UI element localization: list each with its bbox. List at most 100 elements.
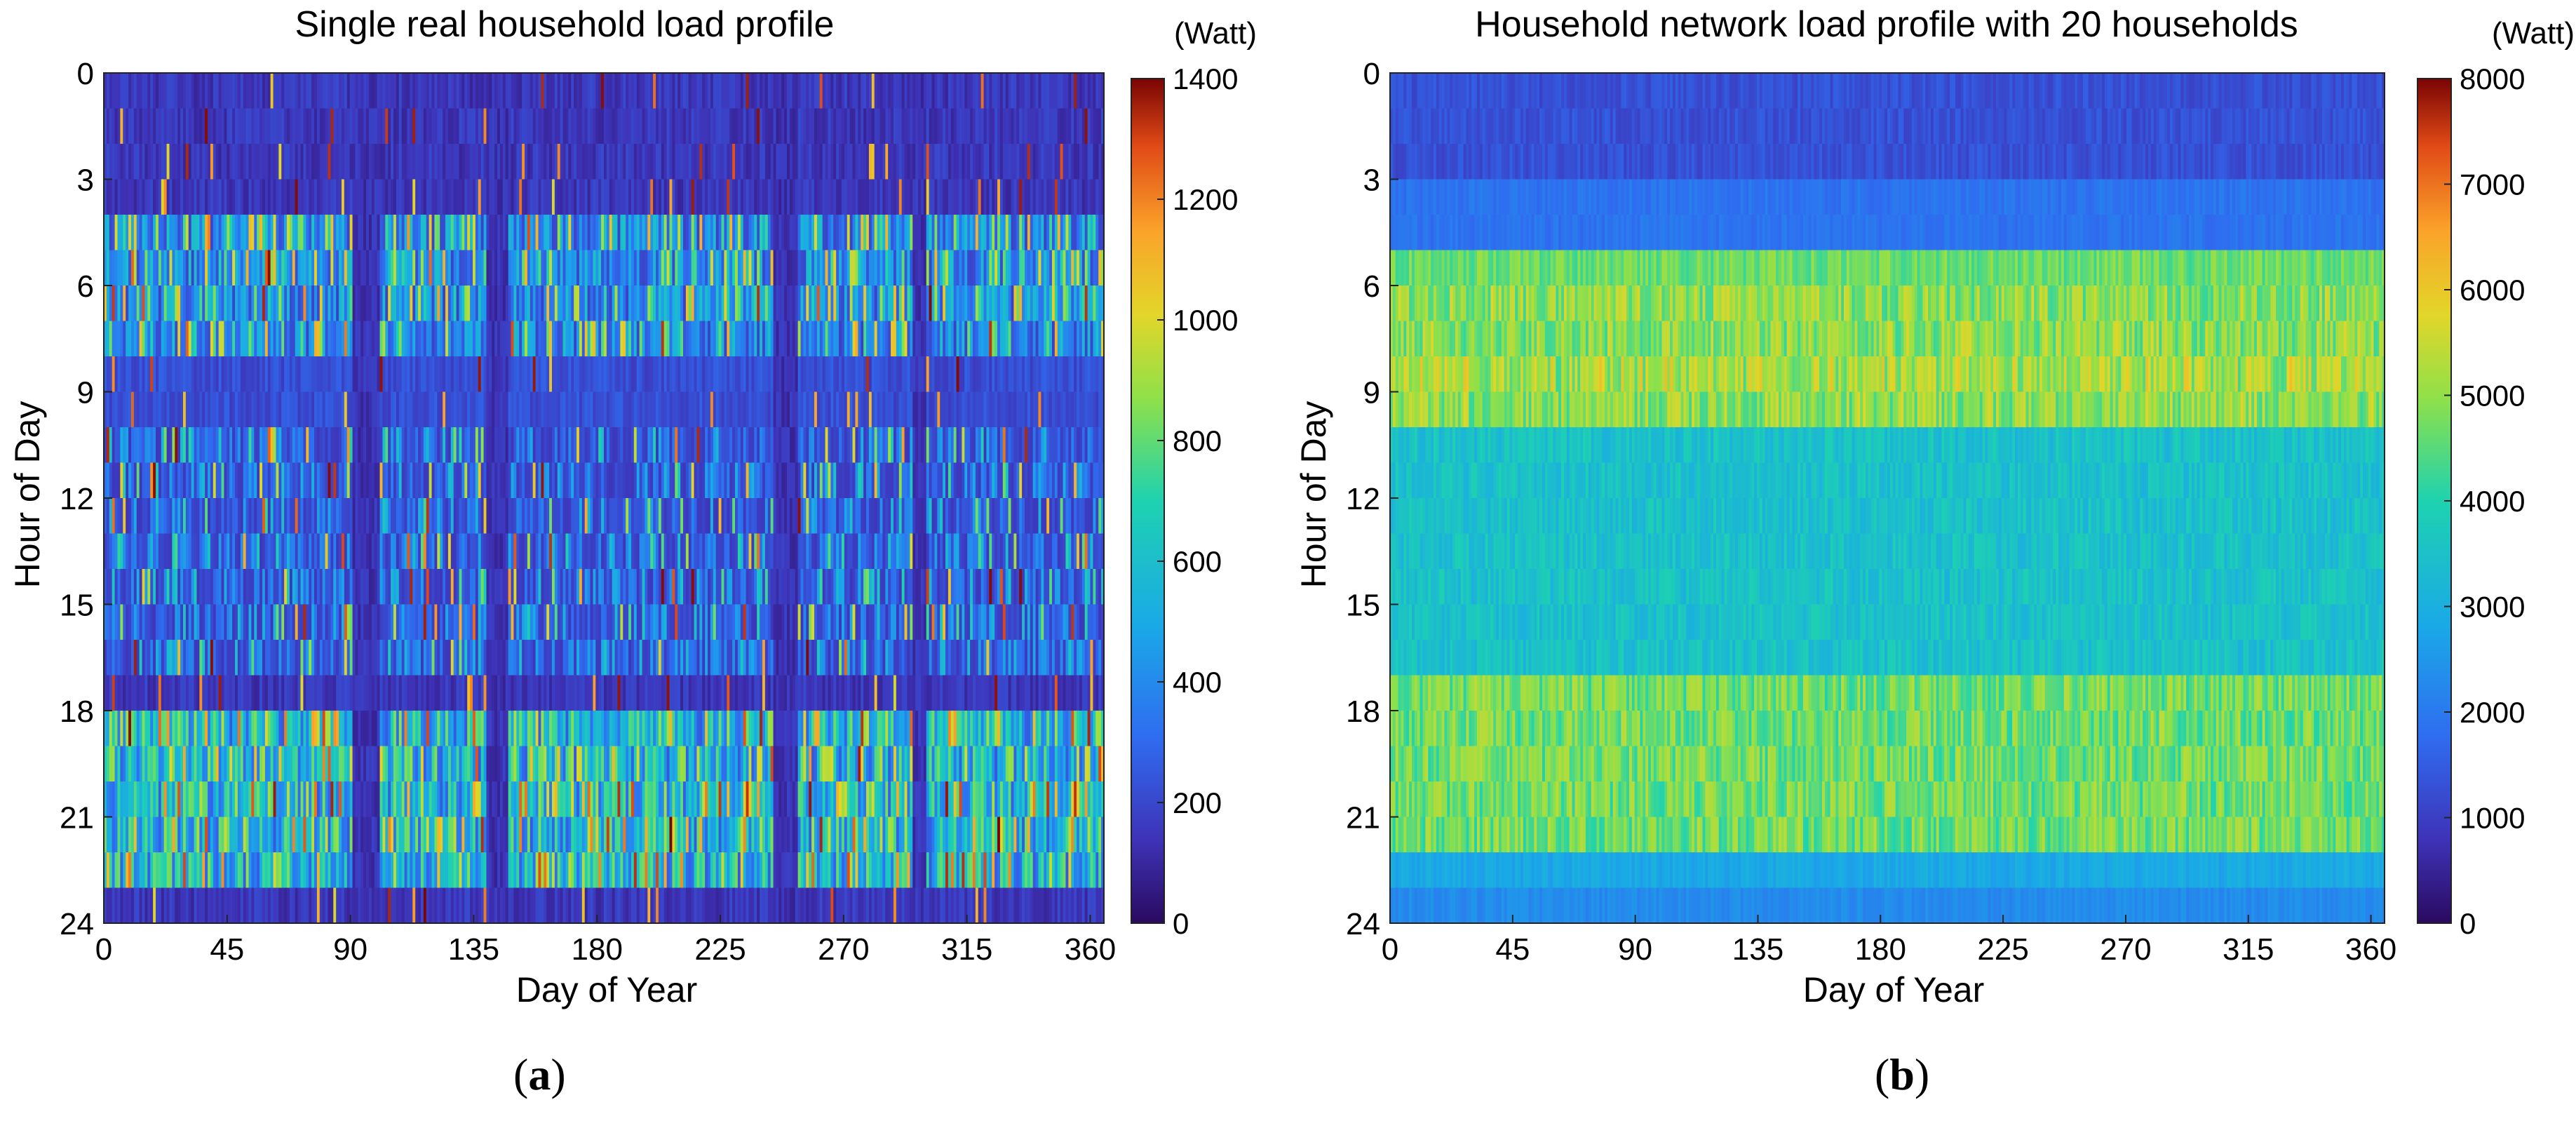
heatmap-cell <box>626 817 629 853</box>
heatmap-cell <box>213 817 217 853</box>
heatmap-cell <box>544 711 547 747</box>
heatmap-cell <box>208 286 211 322</box>
heatmap-cell <box>316 817 321 853</box>
heatmap-cell <box>656 781 659 818</box>
heatmap-cell <box>106 817 110 853</box>
heatmap-cell <box>166 746 170 782</box>
heatmap-cell <box>423 73 427 109</box>
heatmap-cell <box>232 533 236 570</box>
heatmap-cell <box>614 640 619 676</box>
heatmap-cell <box>426 852 430 889</box>
heatmap-cell <box>489 640 492 676</box>
heatmap-cell <box>208 533 211 570</box>
heatmap-cell <box>497 675 501 711</box>
heatmap-cell <box>276 286 279 322</box>
heatmap-cell <box>590 781 594 818</box>
heatmap-cell <box>486 533 490 570</box>
heatmap-cell <box>360 108 364 145</box>
heatmap-cell <box>541 711 544 747</box>
heatmap-cell <box>571 391 574 428</box>
heatmap-cell <box>645 462 648 499</box>
heatmap-cell <box>502 781 506 818</box>
heatmap-cell <box>112 179 116 215</box>
heatmap-cell <box>112 356 116 393</box>
heatmap-cell <box>264 569 269 605</box>
heatmap-cell <box>461 604 465 640</box>
heatmap-cell <box>153 286 156 322</box>
heatmap-cell <box>358 781 361 818</box>
heatmap-cell <box>366 852 370 889</box>
heatmap-cell <box>661 746 665 782</box>
heatmap-cell <box>257 569 260 605</box>
heatmap-cell <box>391 887 394 924</box>
heatmap-cell <box>562 498 567 535</box>
heatmap-cell <box>551 711 555 747</box>
heatmap-cell <box>339 640 342 676</box>
heatmap-cell <box>393 73 397 109</box>
heatmap-cell <box>617 286 621 322</box>
heatmap-cell <box>147 427 151 464</box>
heatmap-cell <box>434 675 438 711</box>
heatmap-cell <box>213 250 217 286</box>
heatmap-cell <box>587 781 591 818</box>
heatmap-cell <box>128 144 132 180</box>
heatmap-cell <box>418 108 422 145</box>
heatmap-cell <box>316 144 321 180</box>
heatmap-cell <box>245 250 250 286</box>
heatmap-cell <box>112 391 116 428</box>
heatmap-cell <box>434 746 438 782</box>
heatmap-cell <box>306 640 309 676</box>
heatmap-cell <box>311 286 315 322</box>
heatmap-cell <box>568 569 572 605</box>
heatmap-cell <box>180 356 184 393</box>
heatmap-cell <box>194 640 198 676</box>
heatmap-cell <box>404 640 408 676</box>
heatmap-cell <box>199 462 203 499</box>
heatmap-cell <box>544 286 547 322</box>
heatmap-cell <box>358 852 361 889</box>
heatmap-cell <box>262 427 266 464</box>
heatmap-cell <box>169 108 173 145</box>
heatmap-cell <box>656 852 659 889</box>
heatmap-cell <box>581 640 586 676</box>
heatmap-cell <box>642 179 646 215</box>
heatmap-cell <box>144 533 148 570</box>
heatmap-cell <box>626 711 629 747</box>
heatmap-cell <box>150 852 154 889</box>
heatmap-cell <box>527 108 531 145</box>
heatmap-cell <box>601 391 605 428</box>
heatmap-cell <box>453 356 457 393</box>
heatmap-cell <box>584 569 588 605</box>
heatmap-cell <box>284 711 288 747</box>
heatmap-cell <box>254 215 257 251</box>
heatmap-cell <box>330 781 334 818</box>
heatmap-cell <box>339 286 342 322</box>
heatmap-cell <box>254 746 257 782</box>
heatmap-cell <box>538 179 541 215</box>
heatmap-cell <box>453 498 457 535</box>
heatmap-cell <box>185 427 189 464</box>
heatmap-cell <box>273 887 277 924</box>
heatmap-cell <box>215 498 220 535</box>
heatmap-cell <box>440 498 443 535</box>
heatmap-cell <box>251 675 255 711</box>
heatmap-cell <box>314 286 318 322</box>
heatmap-cell <box>562 711 567 747</box>
heatmap-cell <box>595 817 599 853</box>
heatmap-cell <box>486 462 490 499</box>
heatmap-cell <box>297 533 302 570</box>
heatmap-cell <box>311 746 315 782</box>
heatmap-cell <box>248 533 252 570</box>
heatmap-cell <box>117 286 121 322</box>
heatmap-cell <box>221 675 225 711</box>
heatmap-cell <box>270 286 274 322</box>
heatmap-cell <box>541 852 544 889</box>
heatmap-cell <box>328 817 331 853</box>
heatmap-cell <box>483 427 487 464</box>
heatmap-cell <box>437 215 440 251</box>
heatmap-cell <box>374 73 378 109</box>
heatmap-cell <box>604 391 607 428</box>
heatmap-cell <box>106 887 110 924</box>
heatmap-cell <box>336 179 339 215</box>
heatmap-cell <box>483 640 487 676</box>
